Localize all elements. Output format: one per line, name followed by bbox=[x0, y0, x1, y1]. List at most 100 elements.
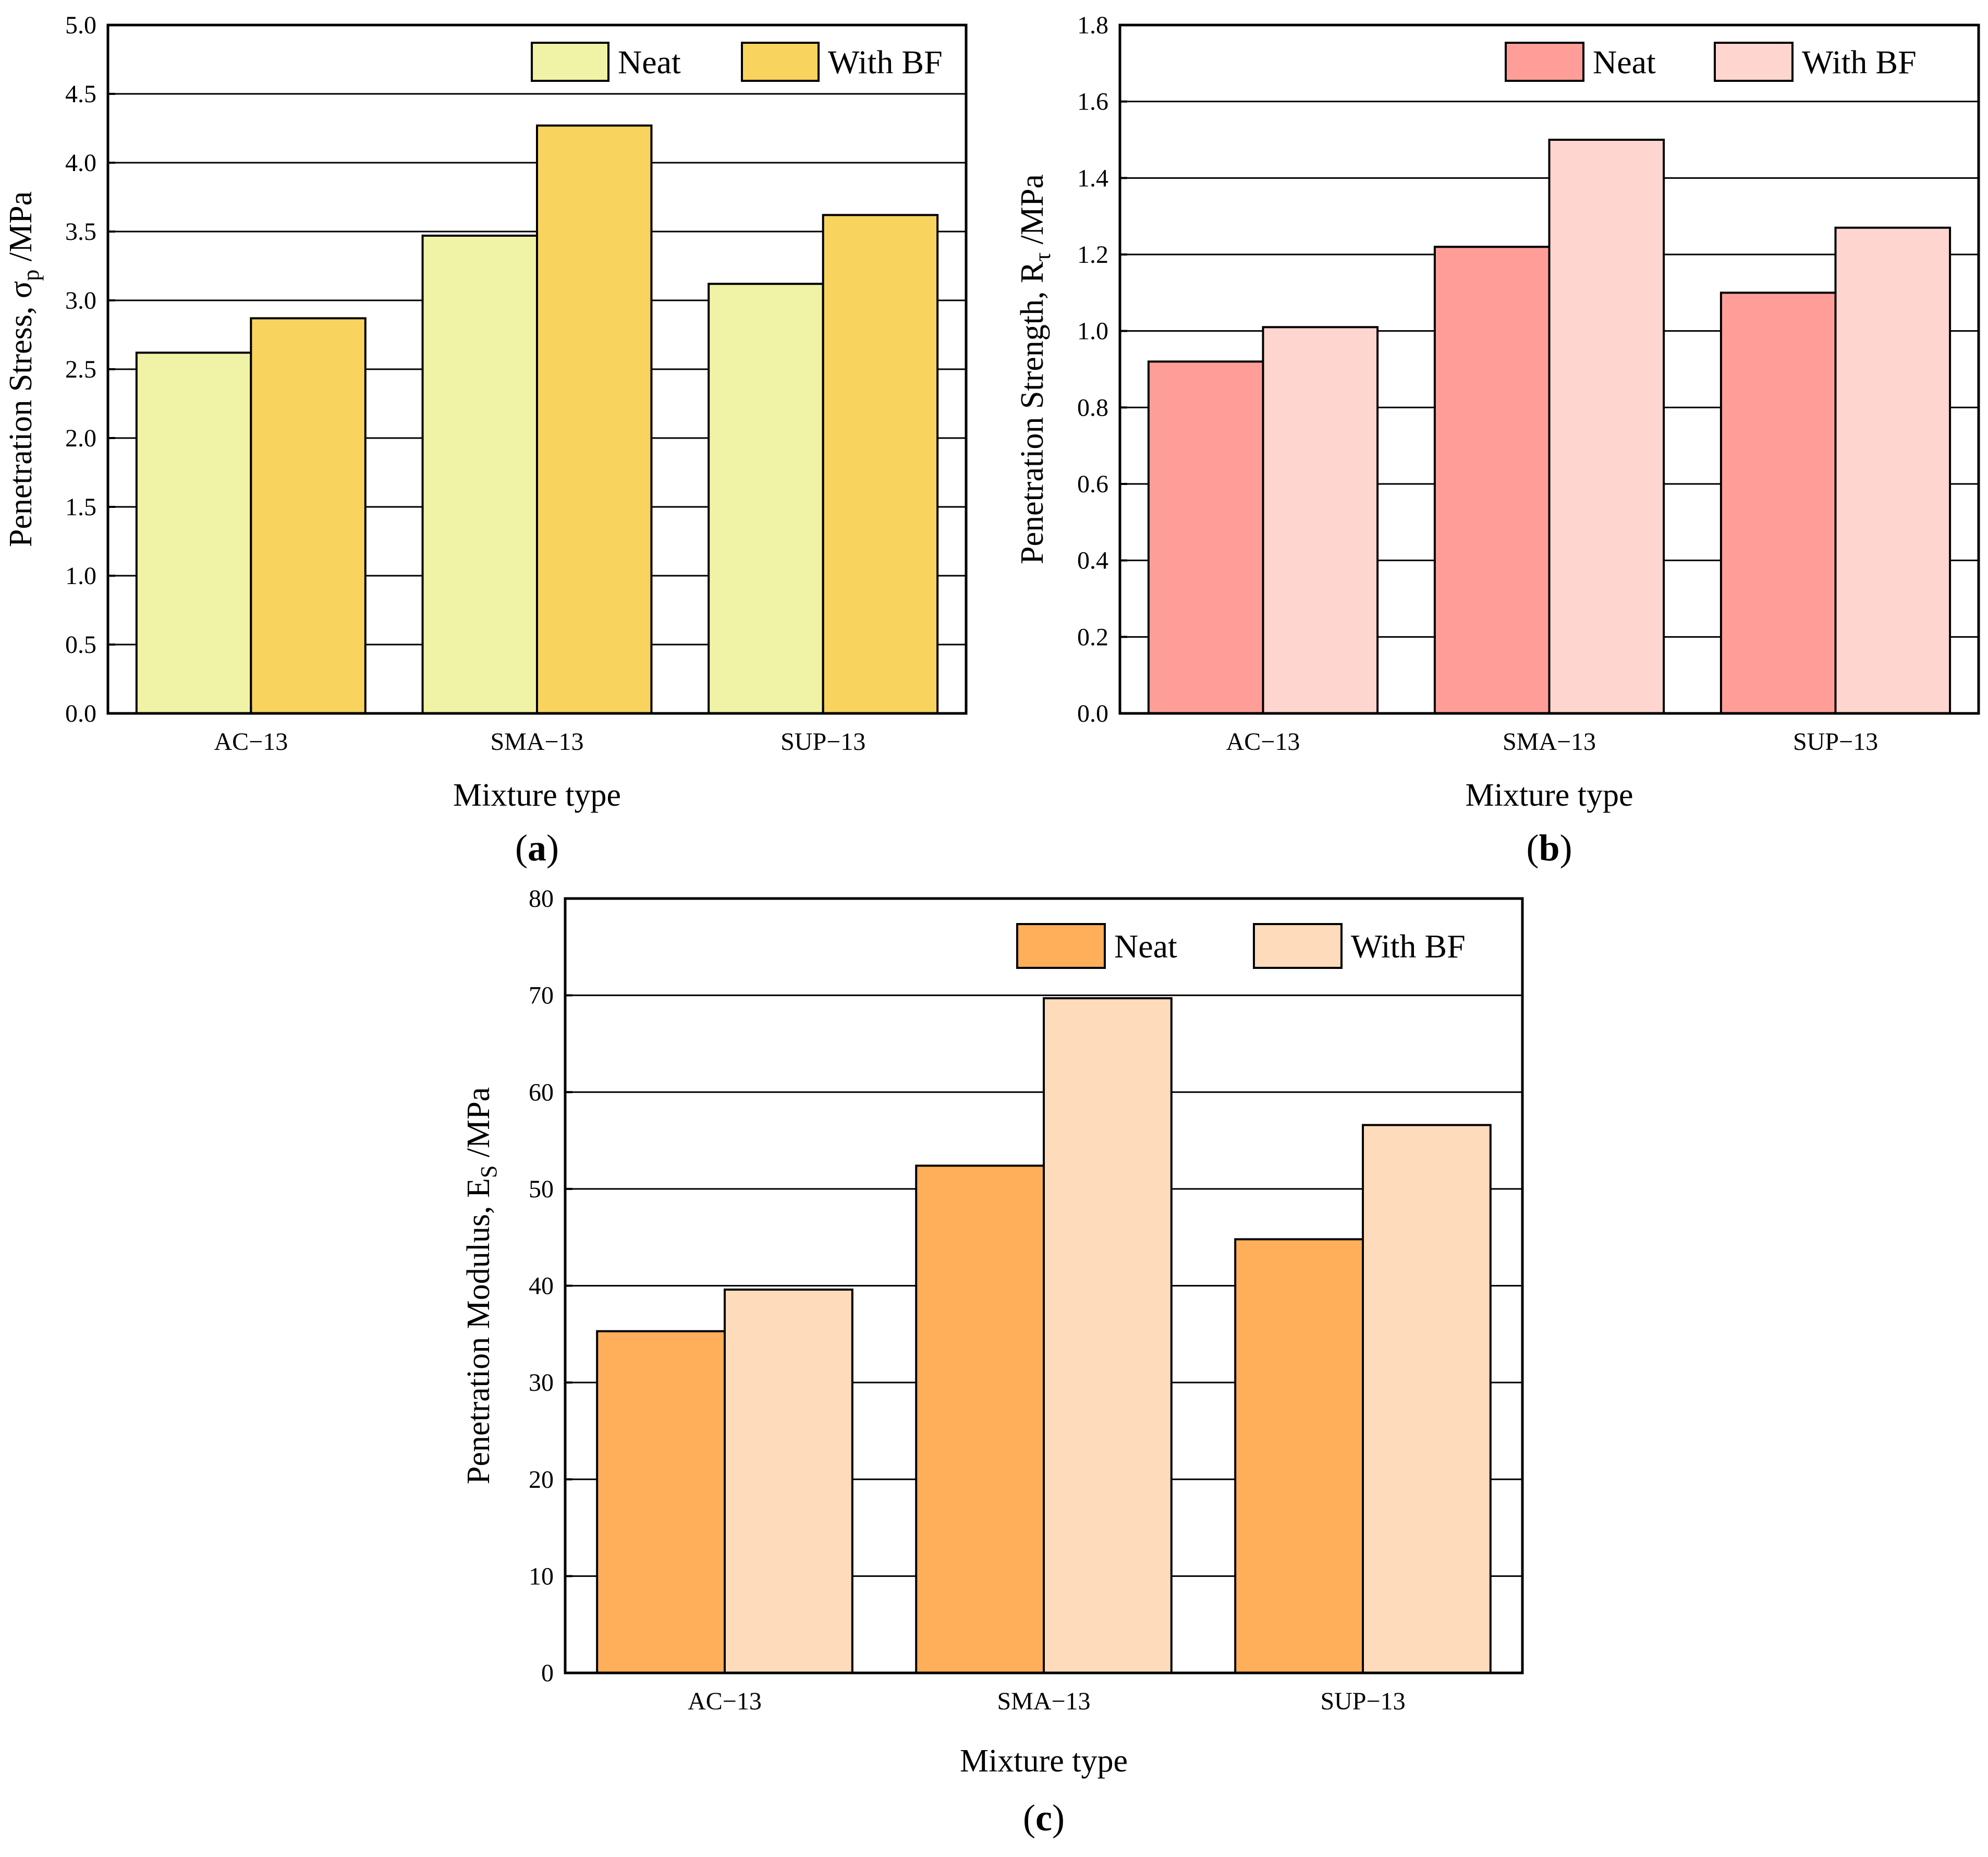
y-axis-label-main: Penetration Stress, σ bbox=[3, 281, 39, 547]
bar-neat bbox=[1234, 1238, 1364, 1674]
x-tick-label: SUP−13 bbox=[1793, 728, 1878, 756]
bar-neat bbox=[596, 1330, 726, 1674]
x-axis-label: Mixture type bbox=[960, 1743, 1128, 1779]
x-tick-label: AC−13 bbox=[214, 728, 288, 756]
y-tick-label: 4.5 bbox=[65, 80, 96, 108]
bar-neat bbox=[915, 1164, 1045, 1674]
legend-swatch bbox=[741, 42, 820, 82]
y-tick-label: 1.8 bbox=[1077, 11, 1108, 39]
panel-label-letter: a bbox=[528, 827, 546, 869]
y-axis-label: Penetration Stress, σp /MPa bbox=[3, 191, 44, 547]
legend-label: Neat bbox=[1114, 928, 1177, 965]
plot-frame bbox=[106, 23, 968, 715]
legend-label: Neat bbox=[1593, 44, 1656, 81]
bar-with-bf bbox=[1262, 326, 1379, 714]
y-axis-label: Penetration Modulus, ES /MPa bbox=[461, 1087, 502, 1485]
y-tick-label: 1.6 bbox=[1077, 88, 1108, 116]
bar-with-bf bbox=[1043, 997, 1173, 1674]
plot-frame bbox=[1118, 23, 1980, 715]
legend-label: With BF bbox=[1351, 928, 1466, 965]
legend-label: Neat bbox=[618, 44, 681, 81]
y-tick-label: 0 bbox=[541, 1659, 554, 1687]
y-tick-label: 3.5 bbox=[65, 218, 96, 246]
legend-label: With BF bbox=[828, 44, 943, 81]
bar-with-bf bbox=[1362, 1124, 1492, 1674]
y-tick-label: 1.2 bbox=[1077, 241, 1108, 269]
y-tick-label: 5.0 bbox=[65, 11, 96, 39]
y-tick-label: 0.4 bbox=[1077, 547, 1108, 575]
bar-with-bf bbox=[536, 124, 653, 715]
y-tick-label: 40 bbox=[529, 1272, 554, 1300]
x-tick-label: SMA−13 bbox=[997, 1688, 1090, 1715]
bar-neat bbox=[708, 283, 824, 714]
panel-label-open: ( bbox=[1526, 827, 1539, 869]
bar-neat bbox=[1433, 246, 1551, 715]
y-tick-label: 20 bbox=[529, 1466, 554, 1494]
y-tick-label: 1.0 bbox=[65, 562, 96, 590]
legend-swatch bbox=[1016, 923, 1106, 969]
legend-swatch bbox=[1253, 923, 1343, 969]
x-tick-label: SMA−13 bbox=[1503, 728, 1596, 756]
legend-swatch bbox=[531, 42, 609, 82]
plot-frame bbox=[564, 897, 1524, 1674]
y-tick-label: 50 bbox=[529, 1175, 554, 1203]
x-tick-label: AC−13 bbox=[688, 1688, 762, 1715]
x-tick-label: SUP−13 bbox=[1320, 1688, 1405, 1715]
panel-label-letter: b bbox=[1539, 827, 1559, 869]
y-tick-label: 80 bbox=[529, 885, 554, 913]
panel-label-close: ) bbox=[546, 827, 559, 869]
y-axis-label-unit: /MPa bbox=[3, 191, 39, 270]
y-axis-label-unit: /MPa bbox=[461, 1087, 496, 1166]
y-tick-label: 0.0 bbox=[65, 700, 96, 727]
y-tick-label: 1.0 bbox=[1077, 318, 1108, 345]
y-tick-label: 10 bbox=[529, 1562, 554, 1590]
y-axis-label-main: Penetration Strength, R bbox=[1015, 261, 1050, 564]
panel-label-close: ) bbox=[1560, 827, 1572, 869]
chart-panel-a: 0.0 0.5 1.0 1.5 2.0 2.5 3.0 3.5 4.0 4.5 5.0 AC−13 SM… bbox=[3, 11, 968, 869]
legend-swatch bbox=[1714, 42, 1794, 82]
x-tick-label: SUP−13 bbox=[780, 728, 865, 756]
bar-with-bf bbox=[822, 214, 939, 714]
legend-swatch bbox=[1505, 42, 1584, 82]
y-axis-label-subscript: p bbox=[18, 270, 44, 281]
y-tick-label: 0.8 bbox=[1077, 394, 1108, 421]
y-axis-label: Penetration Strength, Rτ /MPa bbox=[1015, 174, 1055, 564]
panel-label-open: ( bbox=[1023, 1797, 1035, 1839]
y-tick-label: 70 bbox=[529, 982, 554, 1010]
y-tick-label: 0.5 bbox=[65, 631, 96, 659]
y-axis-label-unit: /MPa bbox=[1015, 174, 1050, 252]
y-tick-label: 30 bbox=[529, 1369, 554, 1397]
bar-neat bbox=[421, 234, 538, 715]
bar-with-bf bbox=[724, 1288, 853, 1674]
y-axis-label-main: Penetration Modulus, E bbox=[461, 1178, 496, 1484]
y-tick-label: 1.4 bbox=[1077, 164, 1108, 192]
y-tick-label: 1.5 bbox=[65, 493, 96, 521]
y-tick-label: 2.0 bbox=[65, 424, 96, 452]
bar-neat bbox=[135, 351, 252, 714]
legend-label: With BF bbox=[1802, 44, 1917, 81]
y-tick-label: 0.0 bbox=[1077, 700, 1108, 727]
panel-label: (c) bbox=[1023, 1797, 1065, 1839]
y-tick-label: 4.0 bbox=[65, 149, 96, 177]
panel-label-letter: c bbox=[1035, 1797, 1052, 1839]
y-tick-label: 2.5 bbox=[65, 356, 96, 383]
bar-with-bf bbox=[1834, 226, 1952, 714]
x-axis-label: Mixture type bbox=[1466, 778, 1633, 813]
y-tick-label: 0.2 bbox=[1077, 623, 1108, 651]
bar-neat bbox=[1147, 360, 1264, 714]
x-tick-label: AC−13 bbox=[1226, 728, 1300, 756]
y-tick-label: 3.0 bbox=[65, 287, 96, 314]
y-tick-label: 0.6 bbox=[1077, 470, 1108, 498]
y-tick-label: 60 bbox=[529, 1078, 554, 1106]
chart-panel-c: 0 10 20 30 40 50 60 70 80 AC−13 SMA−13 SUP−13 Neat Wi… bbox=[461, 885, 1524, 1839]
panel-label-close: ) bbox=[1052, 1797, 1065, 1839]
bar-with-bf bbox=[250, 317, 367, 714]
panel-label: (a) bbox=[515, 827, 559, 869]
chart-panel-b: 0.0 0.2 0.4 0.6 0.8 1.0 1.2 1.4 1.6 1.8 AC−13 SMA−1… bbox=[1015, 11, 1980, 869]
y-axis-label-subscript: S bbox=[476, 1166, 502, 1178]
y-axis-label-subscript: τ bbox=[1030, 252, 1055, 262]
panel-label: (b) bbox=[1526, 827, 1572, 869]
x-tick-label: SMA−13 bbox=[490, 728, 583, 756]
bar-with-bf bbox=[1548, 139, 1665, 714]
